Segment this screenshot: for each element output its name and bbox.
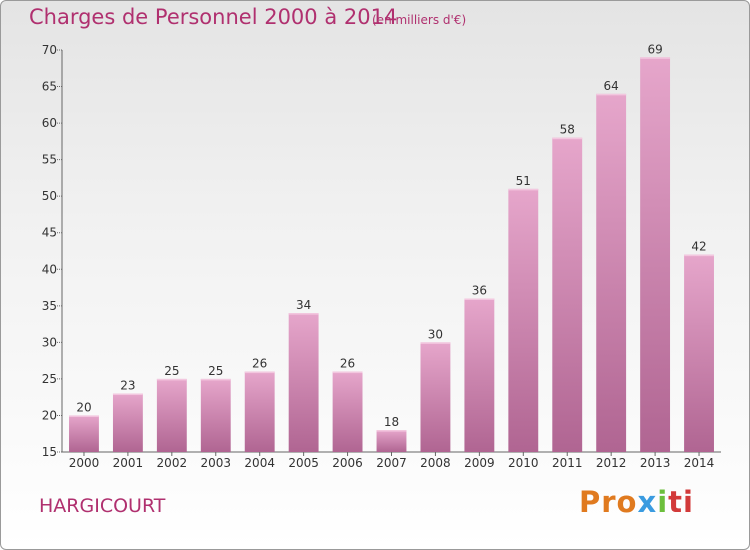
bar: [332, 371, 363, 452]
y-tick-label: 65: [42, 80, 57, 94]
commune-name: HARGICOURT: [39, 495, 166, 517]
bar-highlight: [552, 137, 583, 140]
bar-highlight: [684, 254, 714, 257]
data-label: 51: [516, 174, 531, 188]
bar-highlight: [332, 371, 363, 374]
logo-part: Pro: [579, 485, 638, 519]
data-label: 69: [647, 42, 662, 56]
x-tick-label: 2006: [332, 456, 363, 470]
x-tick-label: 2007: [376, 456, 407, 470]
bar: [596, 93, 627, 452]
bar-highlight: [69, 415, 99, 417]
data-label: 20: [76, 400, 91, 414]
axes: 15 20 25 30 35 40 45 50 55 60 65 70: [42, 43, 721, 459]
data-label: 26: [252, 357, 267, 371]
bar: [684, 254, 714, 452]
x-tick-label: 2009: [464, 456, 495, 470]
logo-part: ti: [668, 485, 694, 519]
bar: [464, 298, 495, 452]
bar-highlight: [156, 378, 187, 381]
bar-highlight: [376, 430, 407, 432]
data-label: 25: [164, 364, 179, 378]
x-tick-label: 2014: [684, 456, 715, 470]
data-label: 42: [691, 240, 706, 254]
data-label: 18: [384, 415, 399, 429]
bar-highlight: [508, 188, 539, 191]
bar-highlight: [596, 93, 627, 96]
x-tick-label: 2008: [420, 456, 451, 470]
logo-part: i: [657, 485, 669, 519]
data-label: 23: [120, 379, 135, 393]
data-label: 34: [296, 298, 311, 312]
bar: [244, 371, 275, 452]
bar: [288, 313, 319, 452]
x-tick-label: 2002: [157, 456, 188, 470]
bar: [508, 188, 539, 452]
x-tick-label: 2004: [244, 456, 275, 470]
y-tick-label: 20: [42, 408, 57, 422]
proxiti-logo[interactable]: Proxiti: [579, 485, 694, 519]
x-tick-label: 2003: [200, 456, 231, 470]
bar-highlight: [420, 342, 451, 344]
bars-group: [69, 57, 714, 453]
bar: [112, 393, 143, 452]
x-tick-label: 2010: [508, 456, 539, 470]
x-tick-label: 2000: [69, 456, 100, 470]
x-tick-label: 2012: [596, 456, 627, 470]
y-tick-label: 40: [42, 262, 57, 276]
chart-title: Charges de Personnel 2000 à 2014: [29, 5, 398, 29]
data-label: 26: [340, 357, 355, 371]
y-tick-label: 35: [42, 299, 57, 313]
y-tick-label: 60: [42, 116, 57, 130]
bar-highlight: [112, 393, 143, 396]
data-label: 30: [428, 327, 443, 341]
x-tick-label: 2001: [113, 456, 144, 470]
x-tick-label: 2011: [552, 456, 583, 470]
chart-unit: (en milliers d'€): [372, 13, 467, 27]
data-label: 25: [208, 364, 223, 378]
x-tick-label: 2013: [640, 456, 671, 470]
labels-group: 2000 20 2001 23 2002 25 2003 25 2004 26 2005 34 2006…: [69, 42, 715, 470]
bar-highlight: [244, 371, 275, 374]
y-tick-label: 30: [42, 335, 57, 349]
bar: [420, 342, 451, 452]
bar-highlight: [200, 378, 231, 381]
bar: [376, 430, 407, 452]
y-tick-label: 70: [42, 43, 57, 57]
data-label: 36: [472, 284, 487, 298]
data-label: 58: [560, 123, 575, 137]
bar: [69, 415, 99, 452]
y-tick-label: 25: [42, 372, 57, 386]
y-tick-label: 15: [42, 445, 57, 459]
logo-part: x: [637, 485, 658, 519]
x-tick-label: 2005: [288, 456, 319, 470]
bar: [552, 137, 583, 452]
bar-highlight: [288, 313, 319, 315]
bar: [156, 378, 187, 452]
data-label: 64: [604, 79, 619, 93]
y-tick-label: 50: [42, 189, 57, 203]
bar-highlight: [464, 298, 495, 301]
y-tick-label: 45: [42, 226, 57, 240]
bar: [200, 378, 231, 452]
bar-highlight: [640, 57, 671, 59]
y-tick-label: 55: [42, 153, 57, 167]
bar: [640, 57, 671, 453]
